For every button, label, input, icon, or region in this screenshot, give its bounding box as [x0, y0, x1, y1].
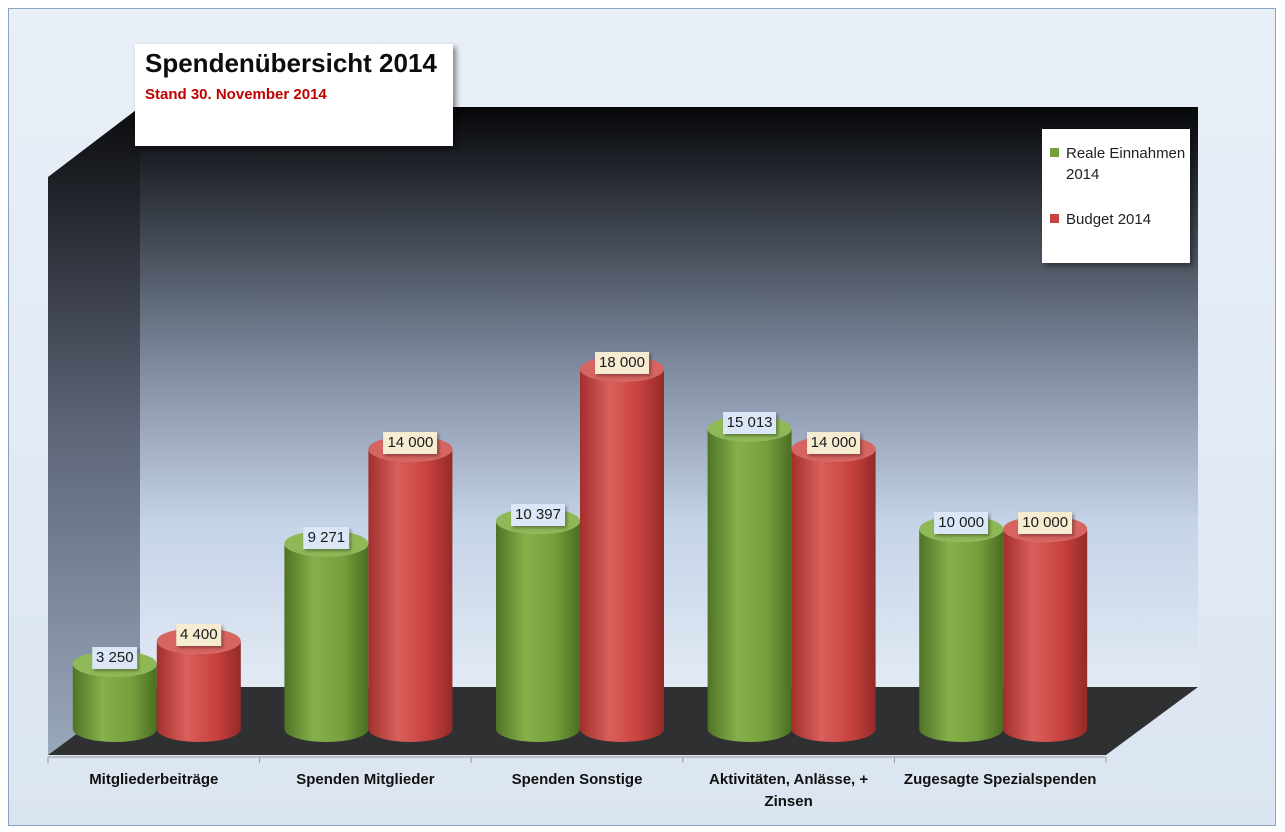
cylinder-body: [707, 428, 792, 742]
data-label: 4 400: [176, 624, 222, 646]
bar-reale-2: [284, 530, 369, 742]
x-tick-label: Aktivitäten, Anlässe, + Zinsen: [709, 771, 869, 810]
data-label: 14 000: [806, 432, 861, 454]
cylinder-body: [791, 449, 876, 742]
data-label: 10 000: [1018, 512, 1073, 534]
data-label: 10 000: [934, 512, 989, 534]
bar-reale-4: [707, 415, 792, 742]
cylinder-body: [368, 449, 453, 742]
cylinder-body: [496, 521, 580, 742]
data-label: 3 250: [92, 647, 138, 669]
bar-budget-3: [580, 356, 664, 742]
chart-title: Spendenübersicht 2014: [145, 48, 437, 78]
cylinder-body: [156, 641, 241, 742]
legend-swatch-red: [1050, 214, 1059, 223]
bar-budget-2: [368, 436, 453, 742]
title-box: Spendenübersicht 2014 Stand 30. November…: [135, 44, 453, 146]
bar-budget-4: [791, 436, 876, 742]
data-label: 9 271: [303, 526, 350, 549]
bar-reale-3: [496, 508, 580, 742]
data-label: 10 397: [511, 504, 565, 527]
x-tick-label: Mitgliederbeiträge: [89, 771, 219, 788]
cylinder-body: [72, 664, 157, 742]
cylinder-body: [284, 543, 369, 742]
legend-label: Budget 2014: [1066, 211, 1152, 228]
cylinder-body: [1003, 529, 1088, 742]
bar-reale-5: [919, 516, 1004, 742]
data-label: 15 013: [722, 411, 777, 434]
data-label: 14 000: [383, 432, 438, 454]
data-label: 18 000: [595, 352, 649, 374]
x-tick-label: Zugesagte Spezialspenden: [903, 771, 1097, 788]
bar-budget-5: [1003, 516, 1088, 742]
legend-swatch-green: [1050, 148, 1059, 157]
cylinder-body: [580, 369, 664, 742]
x-tick-label: Spenden Mitglieder: [296, 771, 435, 788]
side-wall: [48, 107, 140, 755]
chart-subtitle: Stand 30. November 2014: [145, 86, 327, 103]
legend-label: Reale Einnahmen 2014: [1066, 145, 1186, 183]
x-tick-label: Spenden Sonstige: [511, 771, 643, 788]
legend: Reale Einnahmen 2014 Budget 2014: [1042, 129, 1190, 263]
cylinder-body: [919, 529, 1004, 742]
